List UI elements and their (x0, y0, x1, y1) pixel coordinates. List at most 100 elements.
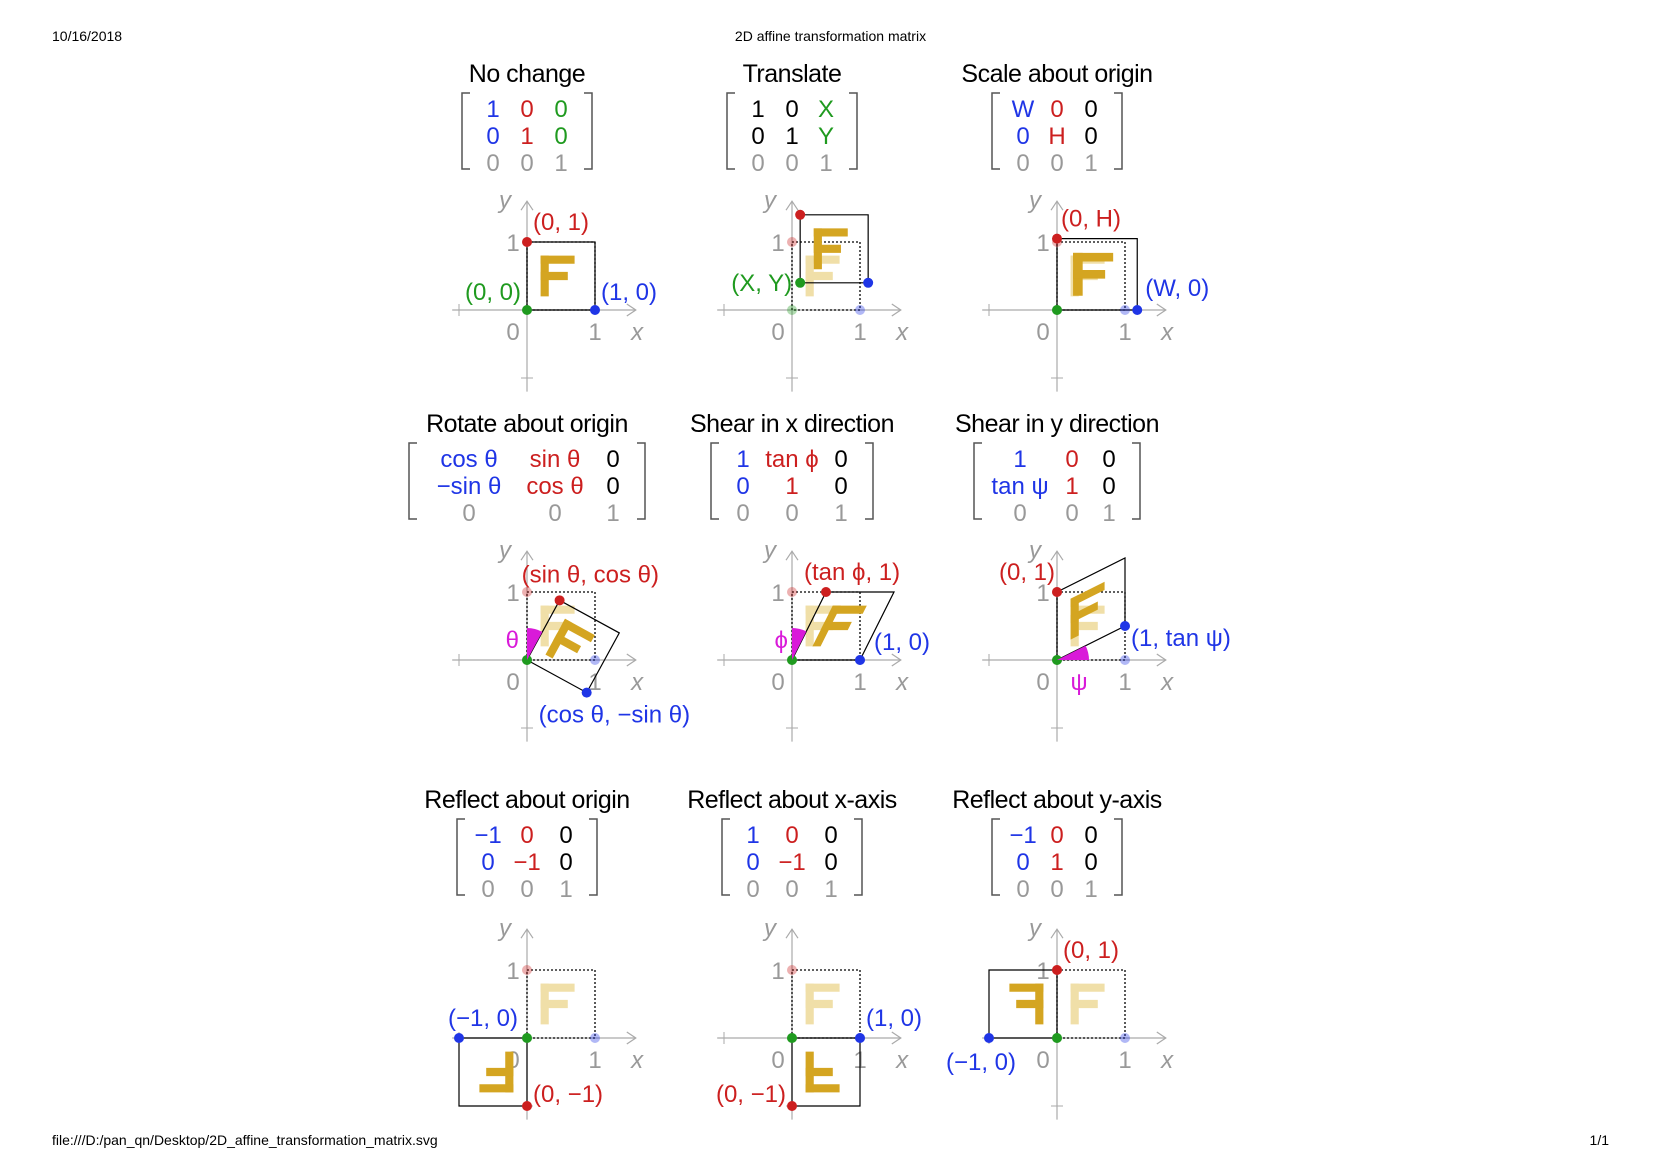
original-x-basis-dot (590, 1033, 600, 1043)
y-basis-dot (522, 237, 532, 247)
axes: 0 1 1 x y (982, 915, 1174, 1120)
matrix-cell: sin θ (530, 446, 581, 473)
x-arrow-icon (1156, 653, 1167, 667)
panel-title: Reflect about x-axis (687, 786, 897, 814)
x-basis-dot (984, 1033, 994, 1043)
matrix: 1 0 X0 1 Y0 0 1 (726, 92, 858, 177)
matrix-cell: 0 (751, 123, 764, 150)
transformed-f-shape (1073, 252, 1114, 296)
x-arrow-icon (891, 1031, 902, 1045)
y-arrow-icon (785, 200, 799, 211)
matrix-cell: 0 (736, 500, 749, 527)
matrix-cell: 0 (1013, 500, 1026, 527)
f-stroke (540, 983, 575, 992)
axis-tick-label: 1 (1036, 580, 1049, 607)
matrix-cell: 0 (559, 849, 572, 876)
axis-tick-label: 1 (1118, 669, 1131, 696)
origin-dot (1052, 1033, 1062, 1043)
matrix-cell: 0 (824, 822, 837, 849)
original-f-shape (805, 983, 840, 1025)
matrix-left-bracket (456, 818, 465, 896)
x-arrow-icon (626, 1031, 637, 1045)
matrix-cell: 0 (1065, 446, 1078, 473)
point-label: (0, 1) (533, 209, 589, 236)
matrix-cell: cos θ (440, 446, 497, 473)
matrix-cell: 0 (548, 500, 561, 527)
original-f-shape (1070, 983, 1105, 1025)
matrix-cell: 0 (1084, 849, 1097, 876)
x-basis-dot (863, 277, 874, 288)
matrix: 1 0 00 −1 00 0 1 (721, 818, 863, 903)
matrix-cell: 0 (462, 500, 475, 527)
matrix: cos θ sin θ 0−sin θ cos θ 00 0 1 (408, 442, 646, 527)
point-label: (1, 0) (874, 629, 930, 656)
original-f-shape (540, 983, 575, 1025)
y-basis-dot (522, 1101, 532, 1111)
x-axis-label: x (630, 1047, 644, 1074)
original-y-basis-dot (522, 587, 532, 597)
origin-dot (795, 277, 806, 288)
transformed-f-shape (813, 228, 848, 270)
point-label: ϕ (775, 627, 788, 654)
y-basis-dot (787, 1101, 797, 1111)
transformed-f-shape (479, 1051, 514, 1093)
y-basis-dot (1052, 233, 1062, 244)
matrix-cell: 1 (834, 500, 847, 527)
origin-dot (522, 305, 532, 315)
matrix-cell: 1 (736, 446, 749, 473)
matrix-cell: H (1048, 123, 1065, 150)
y-basis-dot (1052, 965, 1062, 975)
transformed-f-shape (1009, 983, 1044, 1025)
x-basis-dot (454, 1033, 464, 1043)
f-stroke (813, 244, 841, 253)
point-label: (0, −1) (533, 1081, 603, 1108)
matrix-cell: 1 (554, 150, 567, 177)
axis-tick-label: 0 (771, 319, 784, 346)
x-arrow-icon (1156, 303, 1167, 317)
print-file-path: file:///D:/pan_qn/Desktop/2D_affine_tran… (52, 1132, 438, 1148)
axis-tick-label: 1 (506, 230, 519, 257)
point-label: (0, H) (1061, 206, 1121, 233)
y-arrow-icon (785, 550, 799, 561)
x-basis-dot (581, 687, 592, 698)
origin-dot (1052, 305, 1062, 315)
matrix-cell: 0 (520, 96, 533, 123)
x-basis-dot (1132, 305, 1143, 315)
matrix-left-bracket (991, 818, 1000, 896)
f-stroke (805, 983, 840, 992)
matrix-right-bracket (637, 442, 646, 520)
x-basis-dot (1120, 621, 1130, 631)
f-stroke (820, 621, 852, 631)
matrix-cell: 0 (520, 876, 533, 903)
panel-title: No change (469, 60, 585, 88)
matrix-cell: −1 (513, 849, 540, 876)
transformed-square (791, 1037, 861, 1107)
x-basis-dot (855, 655, 865, 665)
point-label: (0, 0) (465, 279, 521, 306)
x-basis-dot (590, 305, 600, 315)
original-x-basis-dot (1120, 655, 1130, 665)
matrix-cell: 1 (486, 96, 499, 123)
matrix-left-bracket (408, 442, 417, 520)
matrix-cell: 0 (520, 150, 533, 177)
y-basis-dot (821, 587, 831, 597)
axis-tick-label: 1 (588, 669, 601, 696)
matrix-cell: tan ϕ (765, 446, 818, 473)
print-date: 10/16/2018 (52, 28, 123, 44)
original-y-basis-dot (787, 587, 797, 597)
matrix-cell: 0 (1102, 446, 1115, 473)
psi-angle-wedge (1057, 645, 1089, 660)
matrix-cell: 0 (1084, 822, 1097, 849)
matrix-left-bracket (973, 442, 982, 520)
y-arrow-icon (520, 200, 534, 211)
matrix-cell: W (1012, 96, 1035, 123)
f-stroke (1009, 983, 1044, 992)
axis-tick-label: 0 (506, 319, 519, 346)
transformed-square (1056, 238, 1138, 311)
matrix-left-bracket (726, 92, 735, 170)
matrix-cell: 0 (1050, 822, 1063, 849)
x-arrow-icon (891, 303, 902, 317)
